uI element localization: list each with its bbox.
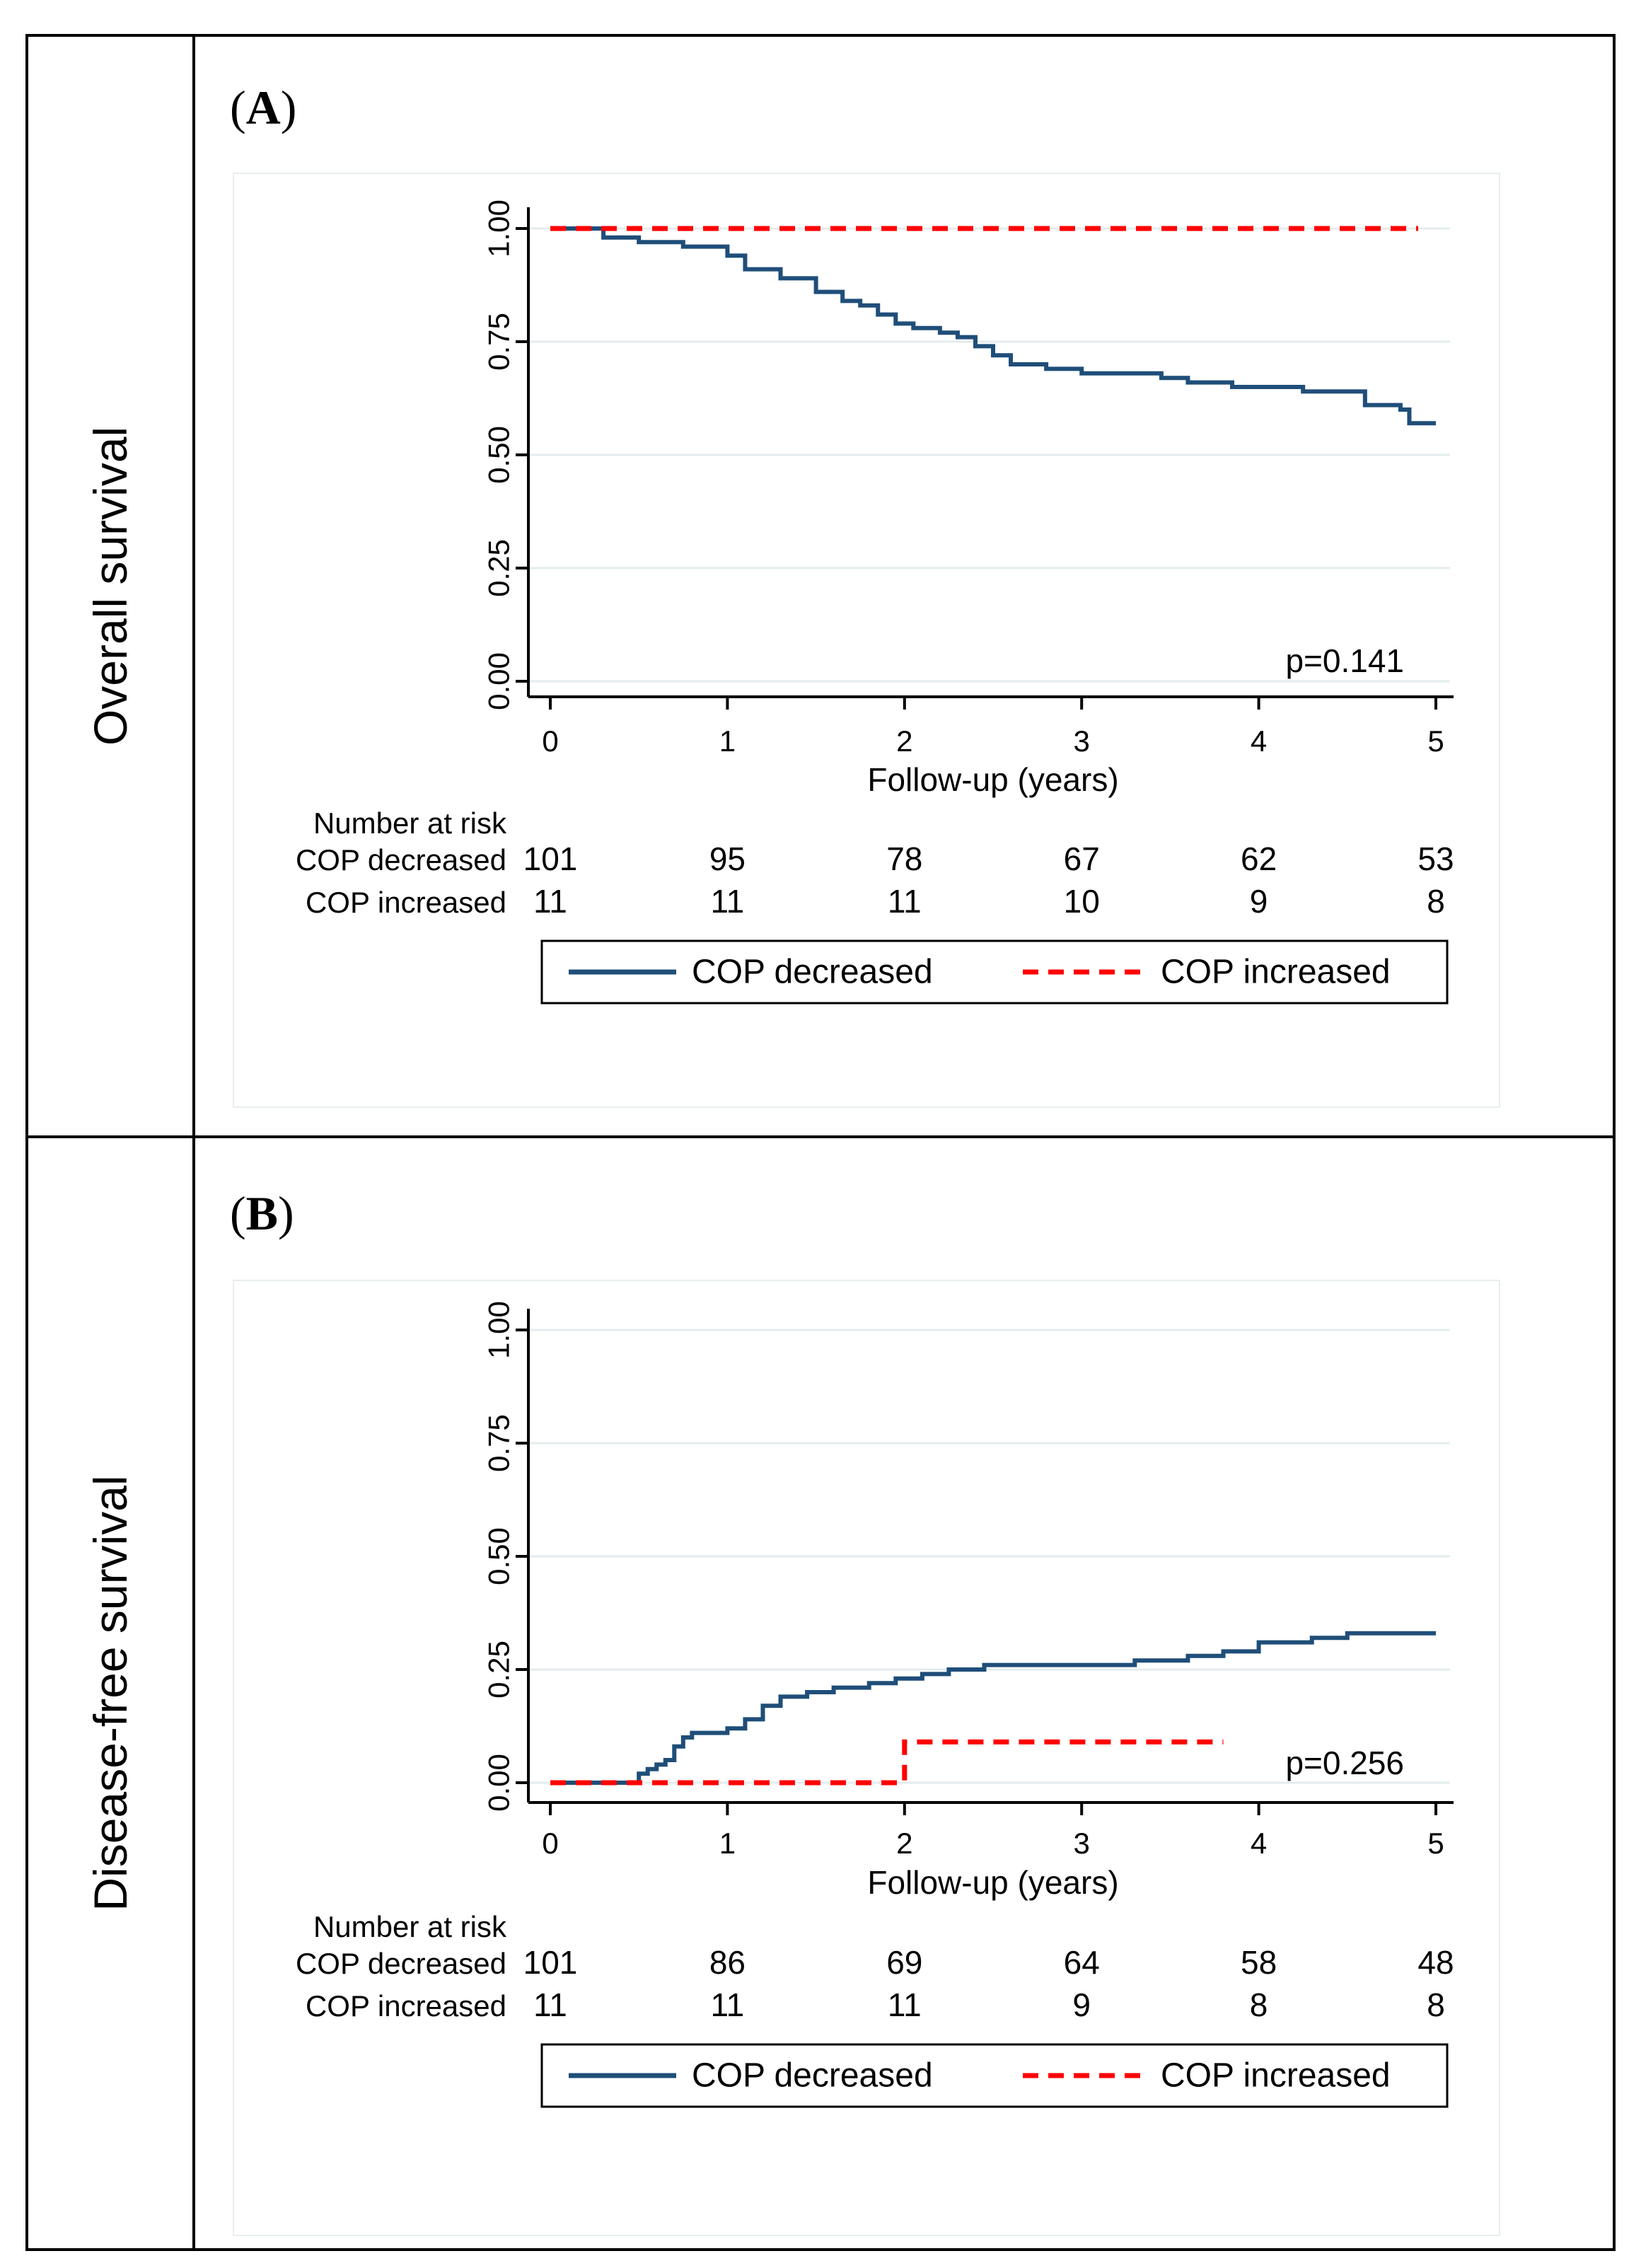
x-tick-label: 0 bbox=[542, 1827, 558, 1860]
legend: COP decreased COP increased bbox=[540, 939, 1449, 1005]
y-tick-label: 0.00 bbox=[482, 1754, 516, 1812]
panel-label-letter: A bbox=[246, 81, 281, 134]
panel-label-open: ( bbox=[230, 1186, 246, 1240]
risk-value: 11 bbox=[711, 1986, 745, 2023]
y-tick-label: 0.25 bbox=[482, 539, 516, 597]
legend-box bbox=[540, 2043, 1449, 2108]
panel-label-letter: B bbox=[246, 1186, 278, 1240]
x-tick-label: 3 bbox=[1074, 1827, 1090, 1860]
row-title: Disease-free survival bbox=[84, 1475, 137, 1911]
risk-value: 101 bbox=[523, 840, 578, 877]
series-line-cop-increased bbox=[550, 1739, 1224, 1786]
risk-value: 8 bbox=[1427, 1986, 1445, 2023]
risk-value: 11 bbox=[711, 883, 745, 920]
x-tick-label: 3 bbox=[1074, 724, 1090, 758]
table-frame bbox=[25, 34, 1616, 2251]
y-tick-label: 1.00 bbox=[482, 1301, 516, 1359]
risk-value: 101 bbox=[523, 1944, 578, 1981]
figure-inner-frame bbox=[233, 1280, 1500, 2236]
figure-inner-frame bbox=[233, 173, 1500, 1108]
risk-row-label: COP decreased bbox=[296, 843, 506, 876]
chart-panel-b: Disease-free survival (B) 0.00 0.25 0.50 0.75… bbox=[84, 1186, 1500, 2236]
y-tick-label: 0.75 bbox=[482, 313, 516, 371]
risk-value: 78 bbox=[886, 840, 922, 877]
risk-value: 8 bbox=[1250, 1986, 1268, 2023]
y-tick-label: 1.00 bbox=[482, 199, 516, 258]
panel-label: (B) bbox=[230, 1186, 294, 1240]
legend-label-cop-increased: COP increased bbox=[1161, 2057, 1391, 2095]
series-line-cop-decreased bbox=[550, 1631, 1436, 1785]
y-tick-label: 0.75 bbox=[482, 1414, 516, 1472]
row-title: Overall survival bbox=[84, 427, 137, 746]
risk-value: 9 bbox=[1072, 1986, 1091, 2023]
risk-table-title: Number at risk bbox=[313, 806, 507, 840]
risk-value: 11 bbox=[533, 1986, 567, 2023]
risk-value: 67 bbox=[1064, 840, 1100, 877]
p-value-annotation: p=0.141 bbox=[1285, 642, 1404, 679]
x-axis-title: Follow-up (years) bbox=[867, 761, 1118, 798]
x-axis-title: Follow-up (years) bbox=[867, 1864, 1118, 1901]
panel-label-open: ( bbox=[230, 81, 246, 134]
panel-label: (A) bbox=[230, 81, 296, 134]
panel-label-close: ) bbox=[281, 81, 297, 134]
risk-value: 53 bbox=[1417, 840, 1454, 877]
risk-value: 58 bbox=[1241, 1944, 1277, 1981]
y-tick-label: 0.50 bbox=[482, 426, 516, 484]
risk-value: 10 bbox=[1064, 883, 1100, 920]
x-tick-label: 4 bbox=[1251, 1827, 1267, 1860]
risk-value: 11 bbox=[888, 1986, 922, 2023]
risk-row-label: COP decreased bbox=[296, 1947, 506, 1980]
y-tick-label: 0.50 bbox=[482, 1527, 516, 1585]
risk-value: 86 bbox=[709, 1944, 746, 1981]
risk-value: 48 bbox=[1417, 1944, 1454, 1981]
x-tick-label: 5 bbox=[1427, 1827, 1444, 1860]
legend-label-cop-decreased: COP decreased bbox=[692, 954, 933, 991]
y-tick-label: 0.25 bbox=[482, 1641, 516, 1699]
legend-label-cop-decreased: COP decreased bbox=[692, 2057, 933, 2095]
risk-value: 64 bbox=[1064, 1944, 1100, 1981]
risk-row-label: COP increased bbox=[306, 886, 506, 919]
risk-value: 8 bbox=[1427, 883, 1445, 920]
x-tick-label: 2 bbox=[896, 724, 912, 758]
risk-table-title: Number at risk bbox=[313, 1910, 507, 1943]
risk-row-label: COP increased bbox=[306, 1989, 506, 2023]
risk-value: 95 bbox=[709, 840, 746, 877]
y-tick-label: 0.00 bbox=[482, 652, 516, 710]
legend: COP decreased COP increased bbox=[540, 2043, 1449, 2108]
series-line-cop-decreased bbox=[550, 226, 1436, 426]
legend-label-cop-increased: COP increased bbox=[1161, 954, 1391, 991]
x-tick-label: 4 bbox=[1251, 724, 1267, 758]
p-value-annotation: p=0.256 bbox=[1285, 1745, 1404, 1781]
risk-value: 11 bbox=[533, 883, 567, 920]
x-tick-label: 0 bbox=[542, 724, 558, 758]
legend-box bbox=[540, 939, 1449, 1005]
risk-value: 69 bbox=[886, 1944, 922, 1981]
x-tick-label: 2 bbox=[896, 1827, 912, 1860]
chart-panel-a: Overall survival (A) 0.00 0.25 0.50 0.75 1.00 0… bbox=[84, 81, 1500, 1108]
x-tick-label: 1 bbox=[719, 1827, 736, 1860]
risk-value: 11 bbox=[888, 883, 922, 920]
panel-label-close: ) bbox=[278, 1186, 294, 1240]
risk-value: 9 bbox=[1250, 883, 1268, 920]
x-tick-label: 5 bbox=[1427, 724, 1444, 758]
x-tick-label: 1 bbox=[719, 724, 736, 758]
risk-value: 62 bbox=[1241, 840, 1277, 877]
